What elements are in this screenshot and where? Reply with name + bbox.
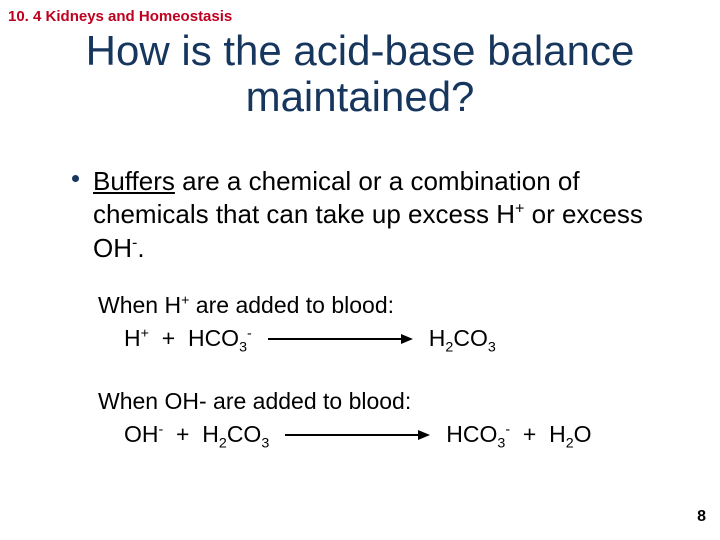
eq1-rhs-h: H [429,325,446,351]
section-label: 10. 4 Kidneys and Homeostasis [8,8,232,25]
equation-1-line: H+ + HCO3- H2CO3 [98,325,680,352]
eq1-lhs-hco-sup: - [247,325,252,341]
eq2-lhs-h-sub: 2 [219,436,227,452]
eq2-lhs-co-sub: 3 [261,436,269,452]
equation-2-line: OH- + H2CO3 HCO3- + H2O [98,421,680,448]
eq2-rhs-hco: HCO [446,421,497,447]
eq2-lhs-oh: OH [124,421,159,447]
eq1-lhs: H+ + HCO3- [124,325,252,352]
eq2-rhs-o: O [574,421,592,447]
eq1-rhs-co: CO [453,325,488,351]
reaction-arrow-icon [285,428,430,442]
eq2-rhs-h: H [549,421,566,447]
eq1-lhs-hco-sub: 3 [239,340,247,356]
eq1-rhs: H2CO3 [429,325,496,352]
eq2-plus: + [163,421,202,447]
eq1-heading-pre: When H [98,292,181,318]
h-superscript: + [515,200,524,218]
bullet-dot-icon [72,175,79,182]
title-line-2: maintained? [246,73,475,120]
eq2-rhs: HCO3- + H2O [446,421,591,448]
bullet-tail: . [137,233,144,263]
eq1-plus: + [149,325,188,351]
equation-1-heading: When H+ are added to blood: [98,292,680,319]
eq1-lhs-hco: HCO [188,325,239,351]
equation-block-1: When H+ are added to blood: H+ + HCO3- H… [98,292,680,352]
equation-2-heading: When OH- are added to blood: [98,388,680,415]
eq2-lhs-co: CO [227,421,262,447]
eq2-rhs-hco-sub: 3 [497,436,505,452]
eq1-heading-post: are added to blood: [189,292,394,318]
eq2-lhs-h: H [202,421,219,447]
slide: 10. 4 Kidneys and Homeostasis How is the… [0,0,720,540]
bullet-text: Buffers are a chemical or a combination … [93,165,664,265]
bullet-strong: Buffers [93,166,175,196]
eq1-lhs-h: H [124,325,141,351]
slide-title: How is the acid-base balance maintained? [0,28,720,120]
reaction-arrow-icon [268,332,413,346]
eq2-rhs-plus: + [510,421,549,447]
bullet-item: Buffers are a chemical or a combination … [72,165,664,265]
eq2-lhs: OH- + H2CO3 [124,421,269,448]
title-line-1: How is the acid-base balance [86,27,635,74]
eq1-rhs-co-sub: 3 [488,340,496,356]
eq2-rhs-h-sub: 2 [566,436,574,452]
eq1-lhs-h-sup: + [141,325,149,341]
page-number: 8 [697,508,706,526]
equation-block-2: When OH- are added to blood: OH- + H2CO3… [98,388,680,448]
